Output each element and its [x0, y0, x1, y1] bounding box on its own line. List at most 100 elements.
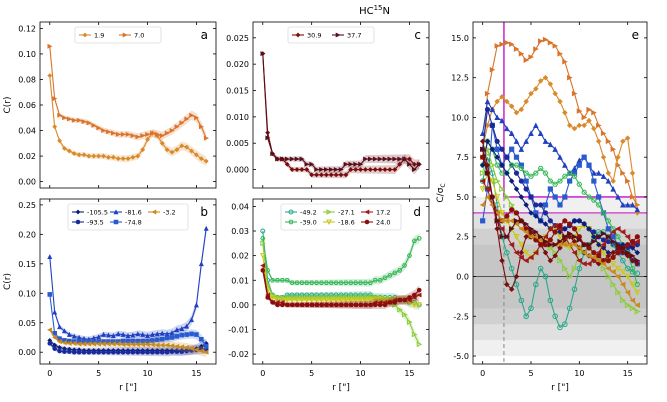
data-point	[562, 162, 568, 168]
data-point	[324, 167, 330, 173]
data-point	[624, 135, 631, 141]
data-point	[634, 257, 641, 264]
data-point	[183, 345, 189, 350]
data-point	[562, 218, 568, 224]
data-point	[547, 237, 553, 243]
data-point	[552, 90, 558, 97]
data-point	[188, 346, 194, 352]
data-point	[416, 236, 422, 241]
data-point	[586, 241, 592, 248]
y-tick-label: 0.20	[18, 230, 36, 239]
data-point	[71, 340, 77, 346]
y-tick-label: 0.03	[231, 227, 249, 236]
data-point	[629, 194, 636, 200]
data-point	[333, 297, 339, 304]
y-tick-label: -5.0	[453, 352, 469, 361]
data-point	[523, 229, 529, 235]
data-point	[513, 281, 520, 288]
x-axis-label: r ["]	[551, 383, 569, 393]
data-point	[595, 257, 602, 264]
data-point	[91, 122, 97, 128]
data-point	[372, 297, 379, 304]
data-point	[284, 156, 290, 162]
x-tick-label: 5	[528, 369, 533, 378]
data-point	[294, 156, 300, 162]
data-point	[397, 156, 403, 162]
y-tick-label: 0.000	[226, 166, 249, 175]
y-tick-label: 2.5	[456, 233, 469, 242]
data-point	[304, 280, 310, 285]
data-point	[533, 229, 539, 235]
data-point	[343, 297, 349, 304]
data-point	[51, 334, 57, 340]
data-point	[571, 226, 578, 232]
legend-frame	[67, 203, 189, 231]
data-point	[328, 167, 334, 173]
y-tick-label: 0.02	[231, 252, 249, 261]
data-point	[66, 331, 72, 337]
data-point	[614, 265, 622, 272]
data-point	[518, 226, 524, 232]
data-point	[629, 201, 636, 208]
data-point	[624, 233, 631, 240]
data-point	[358, 302, 363, 308]
data-point	[105, 332, 111, 338]
data-point	[523, 186, 529, 192]
y-tick-label: 0.06	[18, 101, 36, 110]
data-point	[596, 122, 602, 129]
data-point	[407, 156, 412, 162]
data-point	[576, 225, 583, 233]
data-point	[513, 273, 520, 280]
data-point	[416, 341, 423, 348]
data-point	[504, 98, 510, 105]
data-point	[164, 147, 170, 153]
data-point	[513, 218, 520, 224]
data-point	[61, 340, 67, 346]
y-tick-label: 0.00	[231, 301, 249, 310]
data-point	[387, 297, 393, 304]
data-point	[591, 250, 597, 256]
data-point	[294, 302, 300, 308]
data-point	[586, 261, 592, 267]
data-point	[523, 234, 529, 240]
data-point	[319, 172, 324, 178]
data-point	[489, 178, 496, 185]
data-point	[504, 125, 510, 132]
data-point	[504, 233, 510, 240]
data-point	[382, 275, 388, 281]
data-point	[571, 249, 578, 256]
panel-d: -0.02 -0.01 0.00 0.01 0.02 0.03 0.04 0 5 10 15 d r […	[228, 198, 430, 393]
data-point	[294, 280, 300, 285]
data-point	[57, 324, 63, 330]
data-point	[484, 186, 491, 192]
legend-entry: 1.9	[94, 32, 104, 40]
data-point	[368, 302, 373, 308]
data-point	[523, 257, 529, 264]
data-point	[532, 249, 539, 256]
data-point	[528, 254, 534, 261]
data-point	[557, 238, 563, 245]
data-point	[489, 146, 496, 152]
data-point	[299, 156, 305, 162]
data-point	[67, 349, 72, 354]
data-point	[590, 254, 597, 261]
data-point	[318, 292, 324, 298]
data-point	[499, 185, 506, 193]
data-point	[314, 167, 320, 173]
series-group	[260, 51, 422, 179]
data-point	[513, 221, 520, 227]
data-point	[547, 297, 554, 304]
data-point	[542, 238, 549, 245]
data-point	[164, 349, 170, 355]
data-point	[333, 172, 339, 178]
data-point	[629, 238, 636, 245]
y-tick-label: 0.010	[226, 113, 249, 122]
data-point	[86, 341, 92, 347]
data-point	[260, 268, 266, 273]
data-point	[634, 261, 641, 267]
data-point	[387, 273, 393, 278]
data-point	[557, 178, 563, 184]
data-point	[47, 341, 53, 346]
data-point	[494, 146, 500, 152]
data-point	[595, 241, 602, 248]
